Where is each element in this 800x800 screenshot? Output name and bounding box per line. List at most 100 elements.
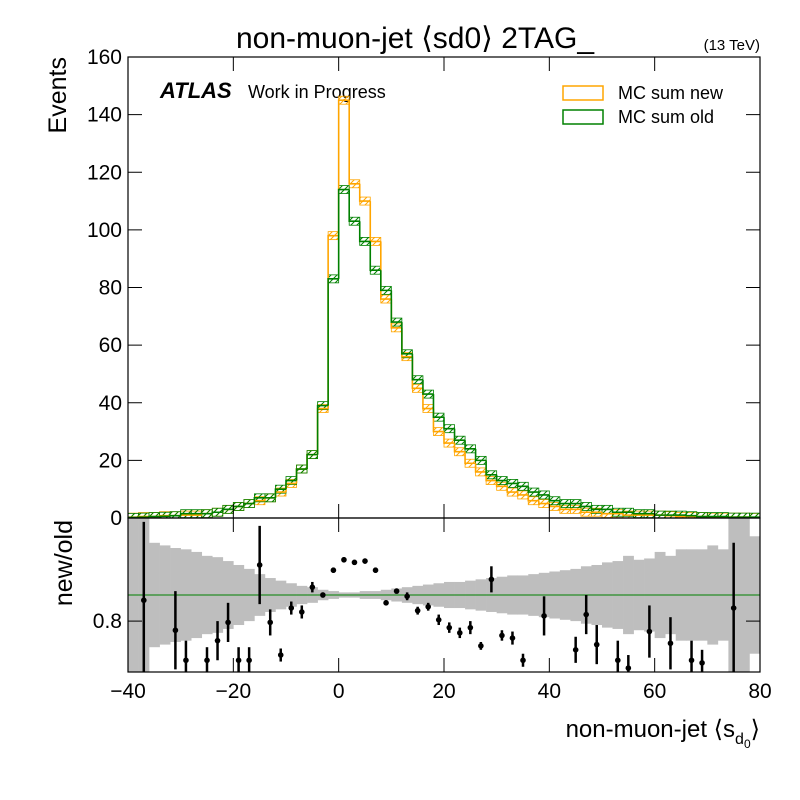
ratio-point bbox=[467, 624, 474, 631]
ratio-point bbox=[341, 556, 347, 563]
histogram-step bbox=[222, 508, 234, 513]
ratio-point bbox=[172, 627, 179, 634]
x-tick-label: 60 bbox=[643, 680, 666, 703]
ratio-axis-label: new/old bbox=[50, 520, 78, 606]
y-tick-label: 140 bbox=[87, 104, 122, 127]
histogram-step bbox=[548, 494, 560, 502]
ratio-point bbox=[362, 558, 368, 564]
x-axis-label-sub: d bbox=[735, 731, 744, 748]
x-tick-label: 0 bbox=[333, 680, 345, 703]
histogram-step bbox=[495, 474, 508, 482]
ratio-point bbox=[246, 657, 252, 664]
histogram-step bbox=[169, 514, 181, 517]
y-tick-label: 100 bbox=[87, 219, 122, 242]
histogram-step bbox=[285, 479, 297, 490]
histogram-step bbox=[337, 188, 350, 279]
histogram-step bbox=[527, 494, 539, 502]
histogram-step bbox=[538, 500, 550, 505]
y-tick-label: 80 bbox=[99, 277, 122, 300]
histogram-step bbox=[443, 431, 455, 444]
y-tick-label: 60 bbox=[99, 334, 122, 357]
histogram-step bbox=[211, 511, 223, 514]
atlas-label: ATLAS bbox=[159, 78, 232, 103]
x-axis-label-subsub: 0 bbox=[744, 737, 751, 751]
histogram-step bbox=[696, 515, 708, 518]
histogram-step bbox=[474, 448, 487, 462]
histogram-step bbox=[432, 394, 444, 418]
histogram-step bbox=[516, 483, 529, 488]
histogram-step bbox=[274, 488, 286, 498]
ratio-point bbox=[435, 616, 442, 623]
histogram-step bbox=[295, 468, 308, 481]
histogram-step bbox=[253, 497, 265, 504]
histogram-step bbox=[495, 480, 508, 488]
legend-swatch bbox=[562, 109, 604, 125]
histogram-step bbox=[390, 290, 402, 323]
histogram-step bbox=[148, 515, 160, 518]
x-axis-label-end: ⟩ bbox=[751, 716, 760, 743]
ratio-point bbox=[372, 567, 379, 574]
ratio-point bbox=[667, 640, 674, 647]
legend-label: MC sum new bbox=[618, 83, 724, 103]
ratio-point bbox=[541, 613, 547, 619]
legend-swatch bbox=[562, 85, 604, 101]
ratio-point bbox=[141, 597, 147, 604]
histogram-step bbox=[422, 388, 434, 410]
ratio-point bbox=[414, 607, 421, 614]
histogram-step bbox=[243, 502, 255, 507]
histogram-step bbox=[401, 322, 413, 355]
ratio-point bbox=[520, 657, 526, 664]
ratio-point bbox=[499, 632, 505, 639]
histogram-step bbox=[516, 492, 529, 496]
y-tick-label: 160 bbox=[87, 46, 122, 69]
histogram-step bbox=[727, 516, 739, 518]
ratio-point bbox=[625, 665, 632, 671]
ratio-point bbox=[256, 562, 263, 568]
ratio-point bbox=[572, 647, 579, 653]
histogram-step bbox=[179, 512, 192, 516]
histogram-step bbox=[327, 278, 339, 406]
ratio-point bbox=[383, 600, 389, 606]
ratio-point bbox=[393, 588, 400, 594]
x-tick-label: 80 bbox=[748, 680, 771, 703]
ratio-point bbox=[688, 657, 695, 664]
ratio-point bbox=[288, 605, 295, 611]
ratio-point bbox=[583, 611, 589, 618]
histogram-step bbox=[464, 451, 476, 465]
histogram-step bbox=[464, 440, 476, 450]
x-tick-label: 20 bbox=[432, 680, 455, 703]
histogram-step bbox=[422, 379, 434, 395]
ratio-point bbox=[320, 592, 326, 598]
x-tick-label: 40 bbox=[538, 680, 561, 703]
histogram-step bbox=[474, 463, 487, 473]
histogram-step bbox=[506, 480, 518, 485]
x-tick-label: −40 bbox=[110, 680, 146, 703]
ratio-tick-label: 0.8 bbox=[93, 610, 122, 633]
histogram-step bbox=[580, 503, 592, 508]
ratio-point bbox=[446, 624, 453, 631]
x-axis-label: non-muon-jet ⟨sd0⟩ bbox=[566, 716, 760, 751]
histogram-step bbox=[453, 443, 466, 453]
histogram-step bbox=[580, 509, 592, 514]
histogram-step bbox=[348, 100, 360, 185]
histogram-step bbox=[380, 270, 392, 292]
atlas-status: Work in Progress bbox=[248, 82, 386, 102]
histogram-step bbox=[622, 513, 634, 516]
x-axis-label-main: non-muon-jet ⟨s bbox=[566, 716, 735, 743]
chart-title: non-muon-jet ⟨sd0⟩ 2TAG_ bbox=[236, 22, 595, 55]
histogram-step bbox=[380, 241, 392, 300]
ratio-point bbox=[299, 609, 305, 615]
histogram-step bbox=[348, 189, 360, 223]
legend-label: MC sum old bbox=[618, 107, 714, 127]
histogram-step bbox=[306, 453, 318, 470]
ratio-point bbox=[204, 657, 210, 664]
histogram-step bbox=[358, 221, 371, 243]
ratio-point bbox=[615, 657, 621, 664]
histogram-step bbox=[527, 486, 539, 493]
ratio-point bbox=[730, 605, 737, 611]
histogram-step bbox=[538, 492, 550, 496]
ratio-point bbox=[457, 630, 463, 636]
histogram-step bbox=[316, 404, 329, 455]
ratio-point bbox=[330, 567, 337, 574]
